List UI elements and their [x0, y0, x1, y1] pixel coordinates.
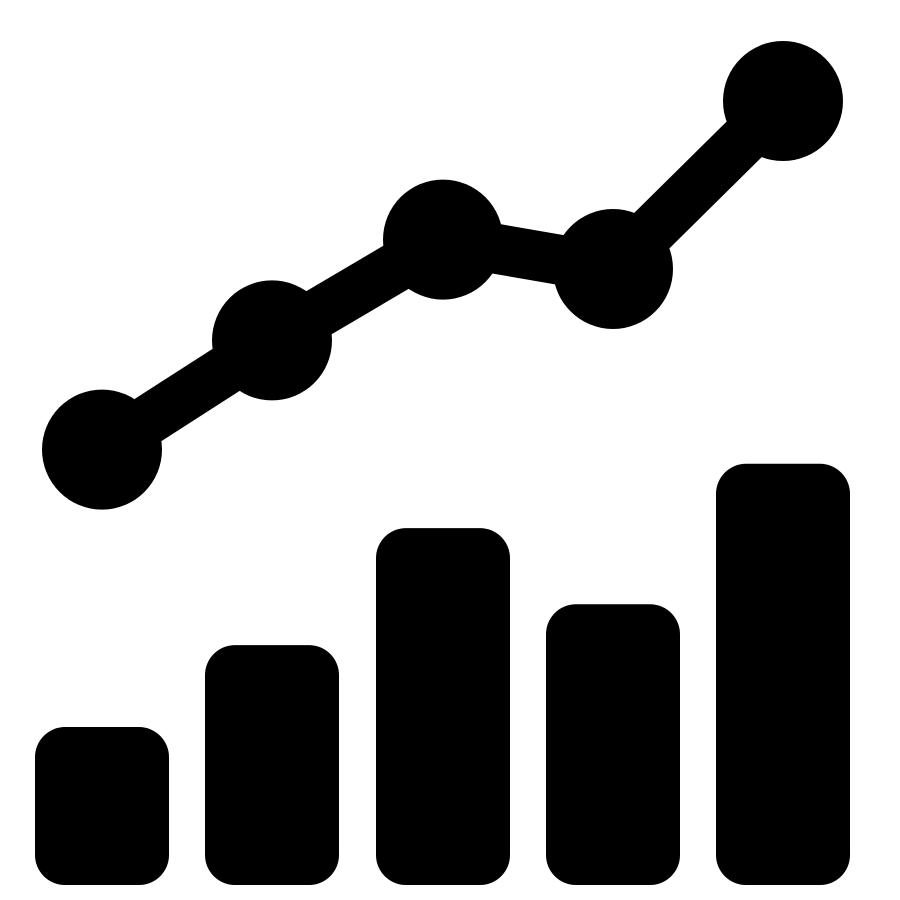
- bar-4: [546, 604, 680, 885]
- bar-1: [35, 727, 169, 885]
- bar-3: [376, 528, 510, 885]
- trend-point-3: [383, 179, 503, 300]
- bars-group: [35, 463, 850, 885]
- trend-point-1: [42, 389, 162, 510]
- bar-5: [716, 463, 850, 885]
- trend-point-5: [723, 41, 843, 161]
- trend-point-4: [553, 209, 673, 329]
- trend-line-group: [42, 41, 843, 510]
- bar-2: [205, 645, 339, 885]
- trend-point-2: [212, 280, 332, 401]
